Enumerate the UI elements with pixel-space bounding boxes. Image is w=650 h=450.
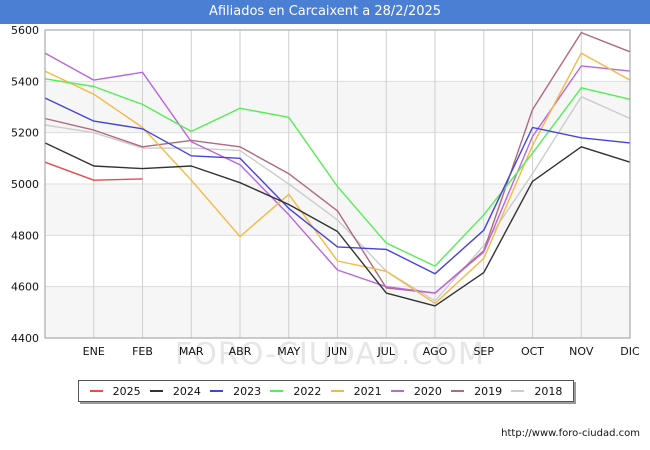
legend-swatch-2022	[270, 390, 284, 392]
legend-swatch-2023	[210, 390, 224, 392]
x-tick-label-DIC: DIC	[620, 345, 640, 358]
legend-item-2023: 2023	[210, 385, 261, 398]
series-line-2022	[44, 78, 631, 267]
legend-item-2021: 2021	[330, 384, 382, 398]
legend-swatch-2025	[89, 390, 103, 392]
x-tick-label-SEP: SEP	[473, 345, 494, 358]
plot-border	[44, 29, 631, 339]
legend-label-2021: 2021	[353, 384, 382, 398]
legend-label-2018: 2018	[534, 384, 563, 398]
legend-swatch-2020	[390, 390, 404, 392]
x-tick-label-MAR: MAR	[179, 345, 204, 358]
y-tick-label-5200: 5200	[11, 127, 39, 140]
y-tick-label-4600: 4600	[11, 281, 39, 294]
title-bar: Afiliados en Carcaixent a 28/2/2025	[0, 0, 650, 24]
legend-item-2022: 2022	[270, 385, 321, 398]
legend-swatch-2019	[451, 390, 465, 392]
series-line-2020	[44, 52, 631, 294]
x-tick-label-FEB: FEB	[132, 345, 153, 358]
legend-label-2023: 2023	[233, 384, 262, 398]
y-tick-label-5000: 5000	[11, 178, 39, 191]
watermark: FORO-CIUDAD.COM	[175, 337, 485, 372]
x-tick-label-ENE: ENE	[83, 345, 105, 358]
y-tick-label-4800: 4800	[11, 229, 39, 242]
legend-label-2025: 2025	[112, 384, 141, 398]
series-line-2019	[44, 31, 631, 294]
legend-swatch-2021	[330, 390, 344, 392]
legend-item-2018: 2018	[511, 385, 562, 398]
x-tick-label-OCT: OCT	[521, 345, 544, 358]
y-tick-label-5600: 5600	[11, 24, 39, 37]
legend-item-2019: 2019	[451, 385, 502, 398]
y-tick-label-5400: 5400	[11, 75, 39, 88]
x-tick-label-JUN: JUN	[327, 345, 348, 358]
legend-swatch-2024	[149, 390, 163, 392]
legend-swatch-2018	[511, 390, 525, 392]
x-tick-label-NOV: NOV	[569, 345, 594, 358]
x-tick-label-ABR: ABR	[229, 345, 252, 358]
legend-label-2019: 2019	[474, 384, 503, 398]
x-tick-label-JUL: JUL	[377, 345, 396, 358]
x-tick-label-AGO: AGO	[423, 345, 448, 358]
x-tick-label-MAY: MAY	[277, 345, 300, 358]
series-layer	[44, 31, 631, 307]
series-line-2024	[44, 142, 631, 307]
x-axis-ticks: ENE FEB MAR ABR MAY JUN JUL AGO SEP OCT NOV DIC	[83, 345, 640, 358]
series-line-2018	[44, 95, 631, 302]
plot-frame	[44, 29, 631, 339]
legend: 2025 2024 2023 2022 2021 2020 2019 2018	[78, 380, 574, 402]
series-line-2021	[44, 52, 631, 305]
series-line-2025	[44, 161, 143, 181]
legend-label-2024: 2024	[172, 384, 201, 398]
y-axis-ticks: 4400 4600 4800 5000 5200 5400 5600	[11, 24, 39, 345]
series-line-2023	[44, 97, 631, 275]
legend-item-2025: 2025	[89, 384, 141, 398]
legend-item-2024: 2024	[149, 384, 201, 398]
legend-label-2022: 2022	[293, 384, 322, 398]
y-tick-label-4400: 4400	[11, 332, 39, 345]
legend-item-2020: 2020	[390, 384, 442, 398]
source-link[interactable]: http://www.foro-ciudad.com	[501, 428, 640, 439]
chart-title: Afiliados en Carcaixent a 28/2/2025	[208, 4, 442, 19]
legend-label-2020: 2020	[413, 384, 442, 398]
